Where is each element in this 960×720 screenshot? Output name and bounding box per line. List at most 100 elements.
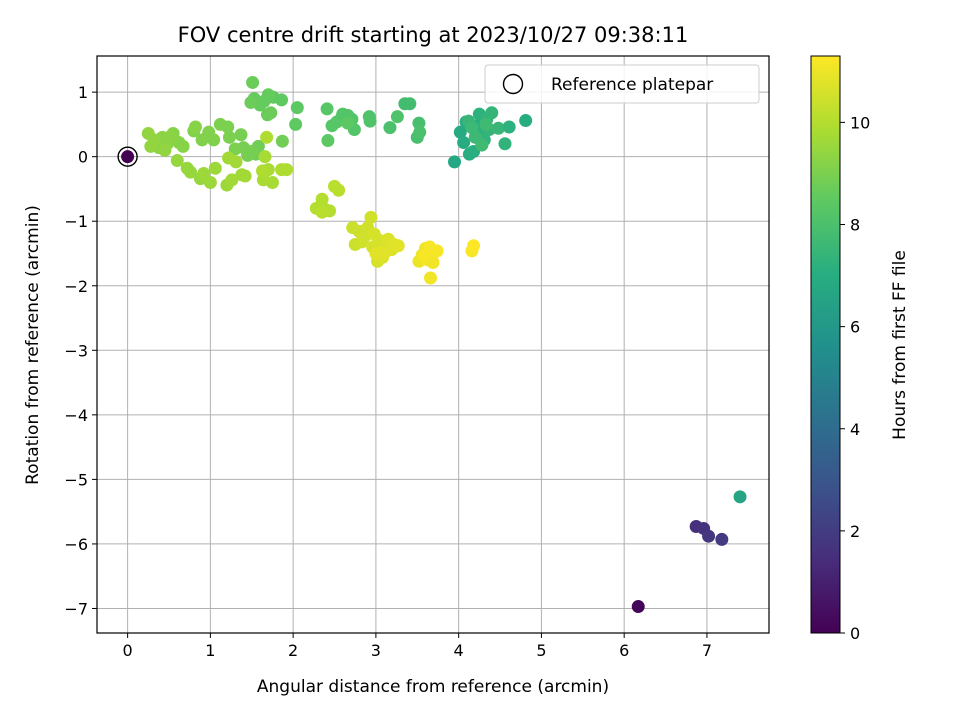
x-tick-label: 4 [454,641,464,660]
data-point [315,192,329,206]
y-tick-label: −3 [64,341,88,360]
data-point [453,125,467,139]
x-tick-label: 1 [205,641,215,660]
data-point [225,173,239,187]
data-point [390,110,404,124]
y-tick-label: 0 [78,148,88,167]
data-point [383,121,397,135]
data-point [475,138,489,152]
colorbar-tick-label: 0 [850,624,860,643]
data-point [238,169,252,183]
data-point [467,239,481,253]
x-axis-label: Angular distance from reference (arcmin) [257,677,609,697]
data-point [491,121,505,135]
data-point [234,128,248,142]
x-tick-label: 3 [371,641,381,660]
data-point [315,205,329,219]
colorbar-tick-label: 8 [850,216,860,235]
data-point [519,114,533,128]
data-point [258,150,272,164]
data-point [208,161,222,175]
legend-marker-icon [502,73,524,95]
data-point [424,271,438,285]
y-axis-ticks: 1 0 −1 −2 −3 −4 −5 −6 −7 [64,83,97,618]
data-point [141,126,155,140]
data-point [391,239,405,253]
y-tick-label: 1 [78,83,88,102]
data-point [715,532,729,546]
colorbar-ticks: 0 2 4 6 8 10 [840,113,870,643]
data-point [341,116,355,130]
data-point [362,110,376,124]
colorbar-tick-label: 2 [850,522,860,541]
data-point [485,106,499,120]
data-point [702,529,716,543]
colorbar [810,55,841,634]
data-point [144,139,158,153]
data-points [141,75,747,614]
x-tick-label: 5 [536,641,546,660]
y-tick-label: −2 [64,277,88,296]
data-point [403,97,417,111]
data-point [733,490,747,504]
x-tick-label: 0 [123,641,133,660]
data-point [502,120,516,134]
x-axis-ticks: 0 1 2 3 4 5 6 7 [123,633,712,660]
data-point [275,134,289,148]
data-point [195,133,209,147]
data-point [320,102,334,116]
data-point [256,164,270,178]
data-point [260,130,274,144]
data-point [377,246,391,260]
colorbar-tick-label: 6 [850,318,860,337]
data-point [280,163,294,177]
data-point [364,210,378,224]
data-point [203,176,217,190]
data-point [479,117,493,131]
data-point [197,166,211,180]
data-point [265,176,279,190]
y-tick-label: −5 [64,470,88,489]
reference-marker [117,146,138,167]
grid-lines [97,56,769,633]
plot-frame [96,55,770,634]
colorbar-tick-label: 10 [850,113,870,132]
data-point [158,143,172,157]
data-point [465,121,479,135]
reference-point [121,150,135,164]
legend-entry: Reference platepar [551,75,713,95]
data-point [246,75,260,89]
data-point [426,256,440,270]
colorbar-label: Hours from first FF file [890,250,910,440]
x-tick-label: 6 [619,641,629,660]
y-tick-label: −1 [64,212,88,231]
data-point [213,117,227,131]
data-point [413,125,427,139]
data-point [448,155,462,169]
reference-ring-icon [117,146,138,167]
x-tick-label: 2 [288,641,298,660]
data-point [289,117,303,131]
data-point [170,154,184,168]
data-point [222,130,236,144]
y-tick-label: −4 [64,406,88,425]
data-point [332,183,346,197]
legend: Reference platepar [484,64,760,104]
data-point [417,249,431,263]
data-point [321,134,335,148]
colorbar-tick-label: 4 [850,420,860,439]
y-tick-label: −7 [64,599,88,618]
y-tick-label: −6 [64,535,88,554]
data-point [290,101,304,115]
data-point [228,142,242,156]
data-point [457,135,471,149]
data-point [325,119,339,133]
chart-title: FOV centre drift starting at 2023/10/27 … [178,23,689,47]
data-point [229,155,243,169]
legend-box [484,64,760,104]
data-point [498,137,512,151]
data-point [244,95,258,109]
data-point [184,165,198,179]
data-point [631,600,645,614]
